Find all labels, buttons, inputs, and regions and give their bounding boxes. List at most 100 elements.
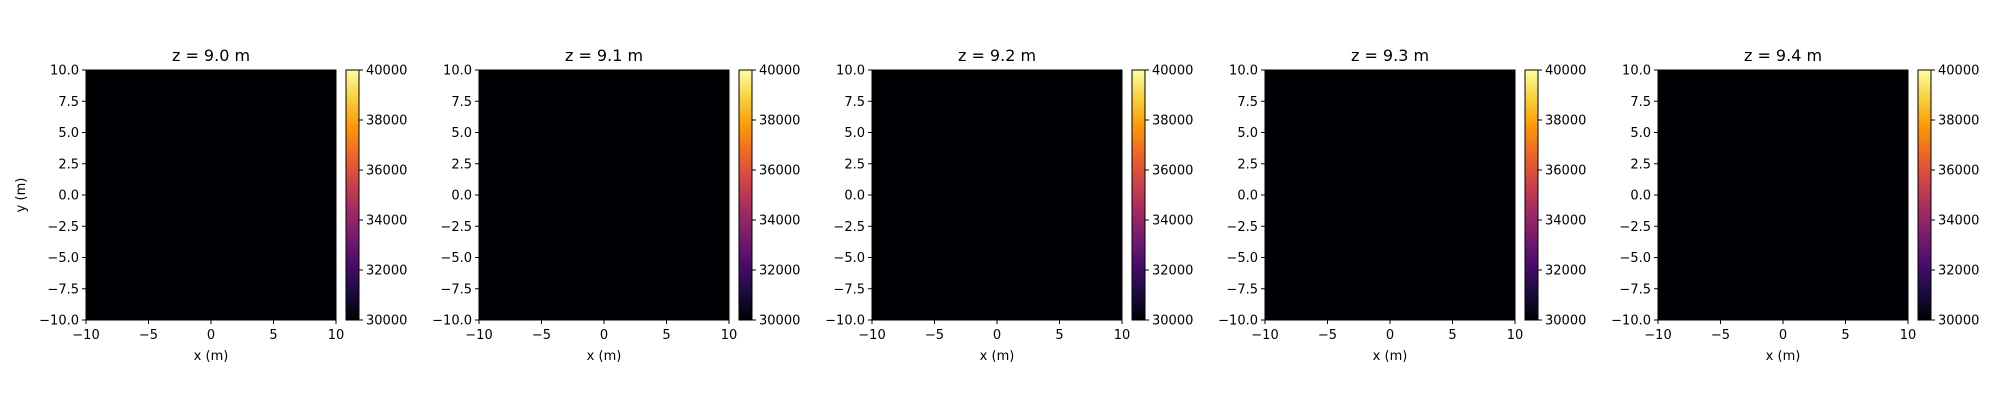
- y-tick-label: −10.0: [432, 314, 472, 329]
- colorbar-tick-label: 38000: [759, 114, 800, 129]
- colorbar-tick-label: 40000: [759, 64, 800, 79]
- colorbar-tick-label: 36000: [1545, 164, 1586, 179]
- colorbar-frame: [1524, 69, 1539, 321]
- y-tick-label: 0.0: [58, 189, 79, 204]
- heatmap-image: [872, 70, 1122, 320]
- x-tick-label: 10: [721, 328, 738, 343]
- heatmap-image: [479, 70, 729, 320]
- y-tick-label: −2.5: [440, 220, 472, 235]
- y-tick-label: 2.5: [1630, 157, 1651, 172]
- x-tick-label: 10: [1900, 328, 1917, 343]
- colorbar-tick-label: 32000: [366, 264, 407, 279]
- colorbar-tick-label: 32000: [1152, 264, 1193, 279]
- y-tick-label: −2.5: [1619, 220, 1651, 235]
- colorbar-tick-label: 34000: [1545, 214, 1586, 229]
- x-tick-label: −10: [858, 328, 885, 343]
- y-tick-label: 7.5: [844, 95, 865, 110]
- panel-title: z = 9.0 m: [172, 46, 250, 65]
- y-tick-label: −10.0: [39, 314, 79, 329]
- y-tick-label: 0.0: [1630, 189, 1651, 204]
- x-tick-label: −5: [532, 328, 551, 343]
- y-tick-label: 7.5: [58, 95, 79, 110]
- y-tick-label: 5.0: [1630, 126, 1651, 141]
- heatmap-image: [1658, 70, 1908, 320]
- x-tick-label: 5: [1055, 328, 1063, 343]
- x-axis-label: x (m): [587, 349, 622, 364]
- x-tick-label: −10: [72, 328, 99, 343]
- heatmap-panel: z = 9.4 m −10 −5 0 5 10 10.0 7.5 5.0 2.5 0.0 −2.5 −5…: [1611, 46, 1979, 364]
- colorbar-tick-label: 38000: [1545, 114, 1586, 129]
- heatmap-panel: z = 9.3 m −10 −5 0 5 10 10.0 7.5 5.0 2.5 0.0 −2.5 −5…: [1218, 46, 1586, 364]
- y-tick-label: 10.0: [836, 64, 865, 79]
- x-tick-label: 0: [1386, 328, 1394, 343]
- colorbar-frame: [1131, 69, 1146, 321]
- colorbar-tick-label: 30000: [1545, 314, 1586, 329]
- y-tick-label: −7.5: [1226, 282, 1258, 297]
- y-tick-label: 2.5: [844, 157, 865, 172]
- x-tick-label: 10: [328, 328, 345, 343]
- colorbar-tick-label: 36000: [1938, 164, 1979, 179]
- y-tick-label: −5.0: [440, 251, 472, 266]
- heatmap-panel: z = 9.2 m −10 −5 0 5 10 10.0 7.5 5.0 2.5 0.0 −2.5 −5…: [825, 46, 1193, 364]
- colorbar-tick-label: 40000: [1938, 64, 1979, 79]
- colorbar-tick-label: 40000: [366, 64, 407, 79]
- y-tick-label: 10.0: [443, 64, 472, 79]
- colorbar: [1525, 70, 1538, 320]
- y-axis-label: y (m): [14, 178, 29, 213]
- colorbar-tick-label: 30000: [1152, 314, 1193, 329]
- y-tick-label: −7.5: [47, 282, 79, 297]
- y-tick-label: 0.0: [451, 189, 472, 204]
- y-tick-label: 7.5: [451, 95, 472, 110]
- heatmap-image: [86, 70, 336, 320]
- x-tick-label: −10: [1644, 328, 1671, 343]
- x-tick-label: 0: [207, 328, 215, 343]
- colorbar-tick-label: 36000: [366, 164, 407, 179]
- y-tick-label: −5.0: [1619, 251, 1651, 266]
- y-tick-label: 7.5: [1630, 95, 1651, 110]
- x-tick-label: −10: [465, 328, 492, 343]
- x-tick-label: 0: [1779, 328, 1787, 343]
- y-tick-label: 2.5: [58, 157, 79, 172]
- colorbar-tick-label: 40000: [1545, 64, 1586, 79]
- y-tick-label: −2.5: [1226, 220, 1258, 235]
- y-tick-label: −5.0: [833, 251, 865, 266]
- y-tick-label: −10.0: [825, 314, 865, 329]
- x-axis-label: x (m): [1373, 349, 1408, 364]
- colorbar-tick-label: 40000: [1152, 64, 1193, 79]
- x-axis-label: x (m): [194, 349, 229, 364]
- y-tick-label: 7.5: [1237, 95, 1258, 110]
- y-tick-label: −7.5: [1619, 282, 1651, 297]
- heatmap-image: [1265, 70, 1515, 320]
- colorbar-frame: [738, 69, 753, 321]
- x-tick-label: −5: [139, 328, 158, 343]
- panel-title: z = 9.1 m: [565, 46, 643, 65]
- x-tick-label: −10: [1251, 328, 1278, 343]
- colorbar-tick-label: 30000: [759, 314, 800, 329]
- x-tick-label: 5: [662, 328, 670, 343]
- x-tick-label: 0: [600, 328, 608, 343]
- colorbar-tick-label: 30000: [1938, 314, 1979, 329]
- heatmap-panel: z = 9.1 m −10 −5 0 5 10 10.0 7.5 5.0 2.5 0.0 −2.5 −5…: [432, 46, 800, 364]
- x-tick-label: 5: [1448, 328, 1456, 343]
- panel-title: z = 9.3 m: [1351, 46, 1429, 65]
- y-tick-label: 2.5: [1237, 157, 1258, 172]
- x-axis-label: x (m): [1766, 349, 1801, 364]
- x-tick-label: 5: [269, 328, 277, 343]
- colorbar-tick-label: 38000: [1152, 114, 1193, 129]
- y-tick-label: 0.0: [1237, 189, 1258, 204]
- colorbar-tick-label: 32000: [759, 264, 800, 279]
- colorbar: [1132, 70, 1145, 320]
- colorbar: [346, 70, 359, 320]
- y-tick-label: −2.5: [833, 220, 865, 235]
- x-tick-label: −5: [925, 328, 944, 343]
- colorbar-tick-label: 34000: [1152, 214, 1193, 229]
- y-tick-label: 0.0: [844, 189, 865, 204]
- colorbar-tick-label: 36000: [1152, 164, 1193, 179]
- x-axis-label: x (m): [980, 349, 1015, 364]
- colorbar-tick-label: 36000: [759, 164, 800, 179]
- colorbar-tick-label: 38000: [1938, 114, 1979, 129]
- x-tick-label: 10: [1507, 328, 1524, 343]
- x-tick-label: −5: [1318, 328, 1337, 343]
- y-tick-label: 10.0: [1229, 64, 1258, 79]
